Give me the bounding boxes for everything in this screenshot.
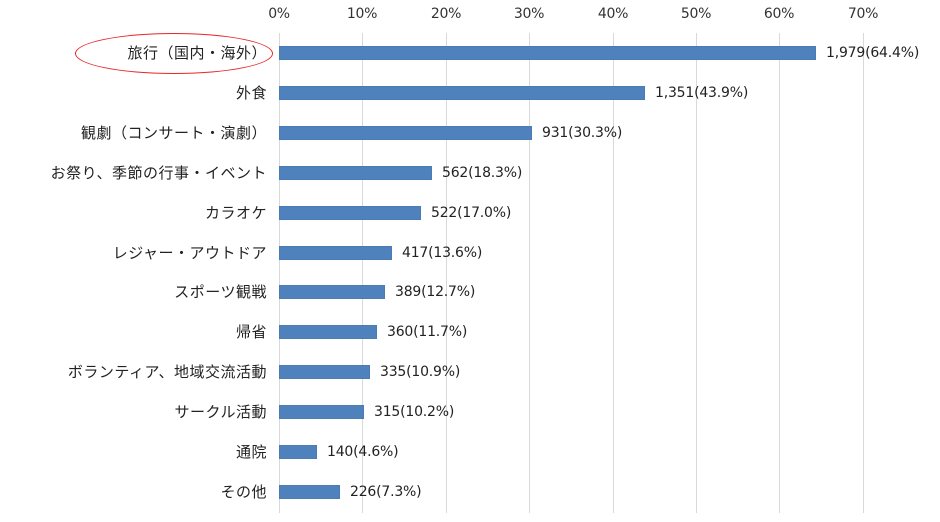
x-tick-label: 60% [763, 6, 795, 22]
category-label: 外食 [235, 84, 267, 102]
bar [279, 46, 816, 60]
x-tick-label: 20% [430, 6, 462, 22]
category-label: ボランティア、地域交流活動 [67, 363, 267, 381]
gridline [779, 33, 780, 513]
x-tick-label: 50% [680, 6, 712, 22]
category-label: その他 [220, 483, 267, 501]
x-tick-label: 70% [847, 6, 879, 22]
bar [279, 166, 432, 180]
value-label: 417(13.6%) [402, 245, 483, 261]
bar [279, 86, 645, 100]
value-label: 562(18.3%) [442, 165, 523, 181]
value-label: 389(12.7%) [395, 284, 476, 300]
value-label: 140(4.6%) [327, 444, 399, 460]
gridline [863, 33, 864, 513]
category-label: お祭り、季節の行事・イベント [50, 164, 267, 182]
x-tick-label: 40% [597, 6, 629, 22]
bar [279, 246, 392, 260]
category-label: スポーツ観戦 [174, 283, 267, 301]
category-label: レジャー・アウトドア [112, 244, 267, 262]
gridline [613, 33, 614, 513]
bar [279, 445, 317, 459]
bar [279, 365, 370, 379]
category-label: サークル活動 [174, 403, 267, 421]
bar [279, 285, 385, 299]
value-label: 1,351(43.9%) [655, 85, 749, 101]
x-tick-label: 0% [268, 6, 290, 22]
value-label: 1,979(64.4%) [826, 45, 920, 61]
value-label: 226(7.3%) [350, 484, 422, 500]
gridline [446, 33, 447, 513]
bar [279, 126, 532, 140]
x-tick-label: 10% [346, 6, 378, 22]
category-label: 旅行（国内・海外） [127, 44, 267, 62]
category-label: 帰省 [235, 323, 267, 341]
gridline [529, 33, 530, 513]
value-label: 931(30.3%) [542, 125, 623, 141]
value-label: 360(11.7%) [387, 324, 468, 340]
bar [279, 485, 340, 499]
value-label: 335(10.9%) [380, 364, 461, 380]
value-label: 315(10.2%) [374, 404, 455, 420]
gridline [362, 33, 363, 513]
category-label: カラオケ [204, 204, 267, 222]
x-tick-label: 30% [513, 6, 545, 22]
value-label: 522(17.0%) [431, 205, 512, 221]
bar [279, 405, 364, 419]
category-label: 通院 [235, 443, 267, 461]
bar [279, 206, 421, 220]
category-label: 観劇（コンサート・演劇） [80, 124, 267, 142]
gridline [279, 33, 280, 513]
bar [279, 325, 377, 339]
gridline [696, 33, 697, 513]
